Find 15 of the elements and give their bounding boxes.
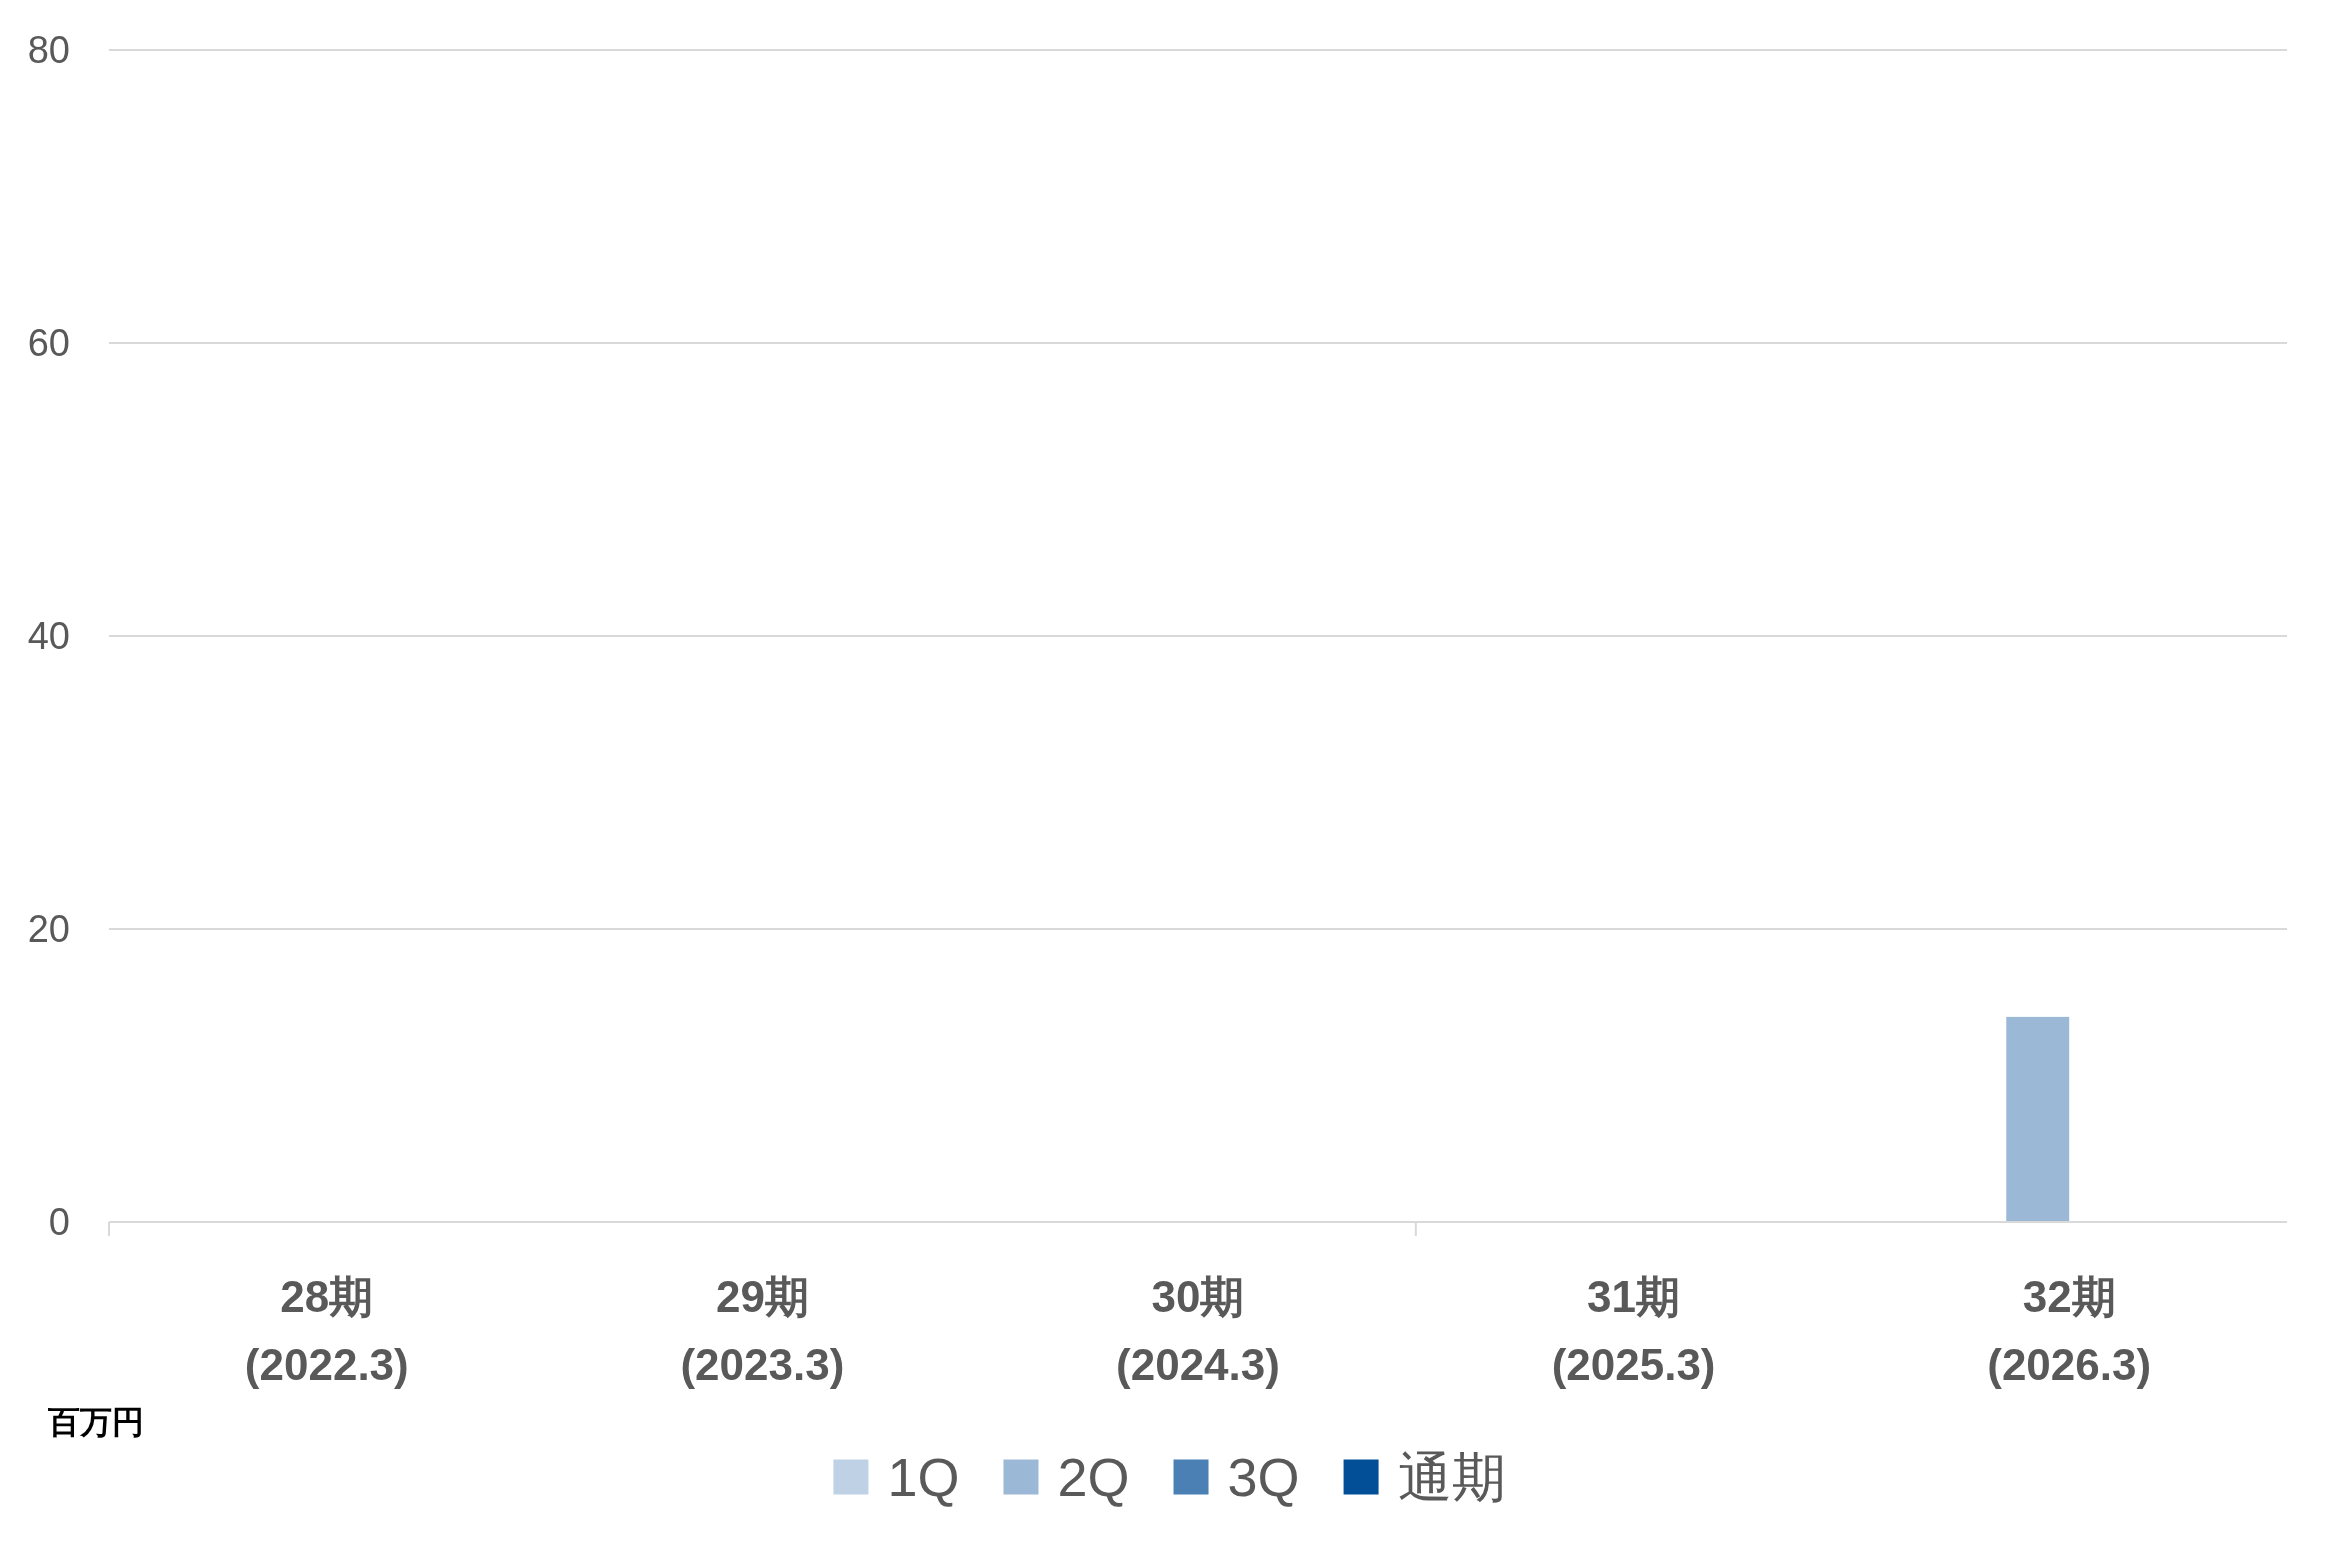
y-tick-label: 20 <box>27 908 70 950</box>
x-tick-label: 28期 (2022.3) <box>244 1272 409 1389</box>
x-tick-label: 32期 (2026.3) <box>1987 1272 2152 1389</box>
legend-label: 2Q <box>1057 1447 1130 1507</box>
y-tick-label: 80 <box>27 29 70 71</box>
x-tick-label: 30期 (2024.3) <box>1116 1272 1280 1389</box>
y-tick-label: 0 <box>48 1201 70 1243</box>
y-axis-title: 百万円 <box>47 1404 144 1440</box>
legend-label: 3Q <box>1227 1447 1300 1507</box>
x-tick-label: 31期 (2025.3) <box>1551 1272 1716 1389</box>
legend-label: 1Q <box>887 1447 960 1507</box>
legend-label: 通期 <box>1397 1447 1506 1507</box>
x-tick-label: 29期 (2023.3) <box>680 1272 845 1389</box>
y-tick-label: 60 <box>27 322 70 364</box>
y-tick-label: 40 <box>27 615 70 657</box>
